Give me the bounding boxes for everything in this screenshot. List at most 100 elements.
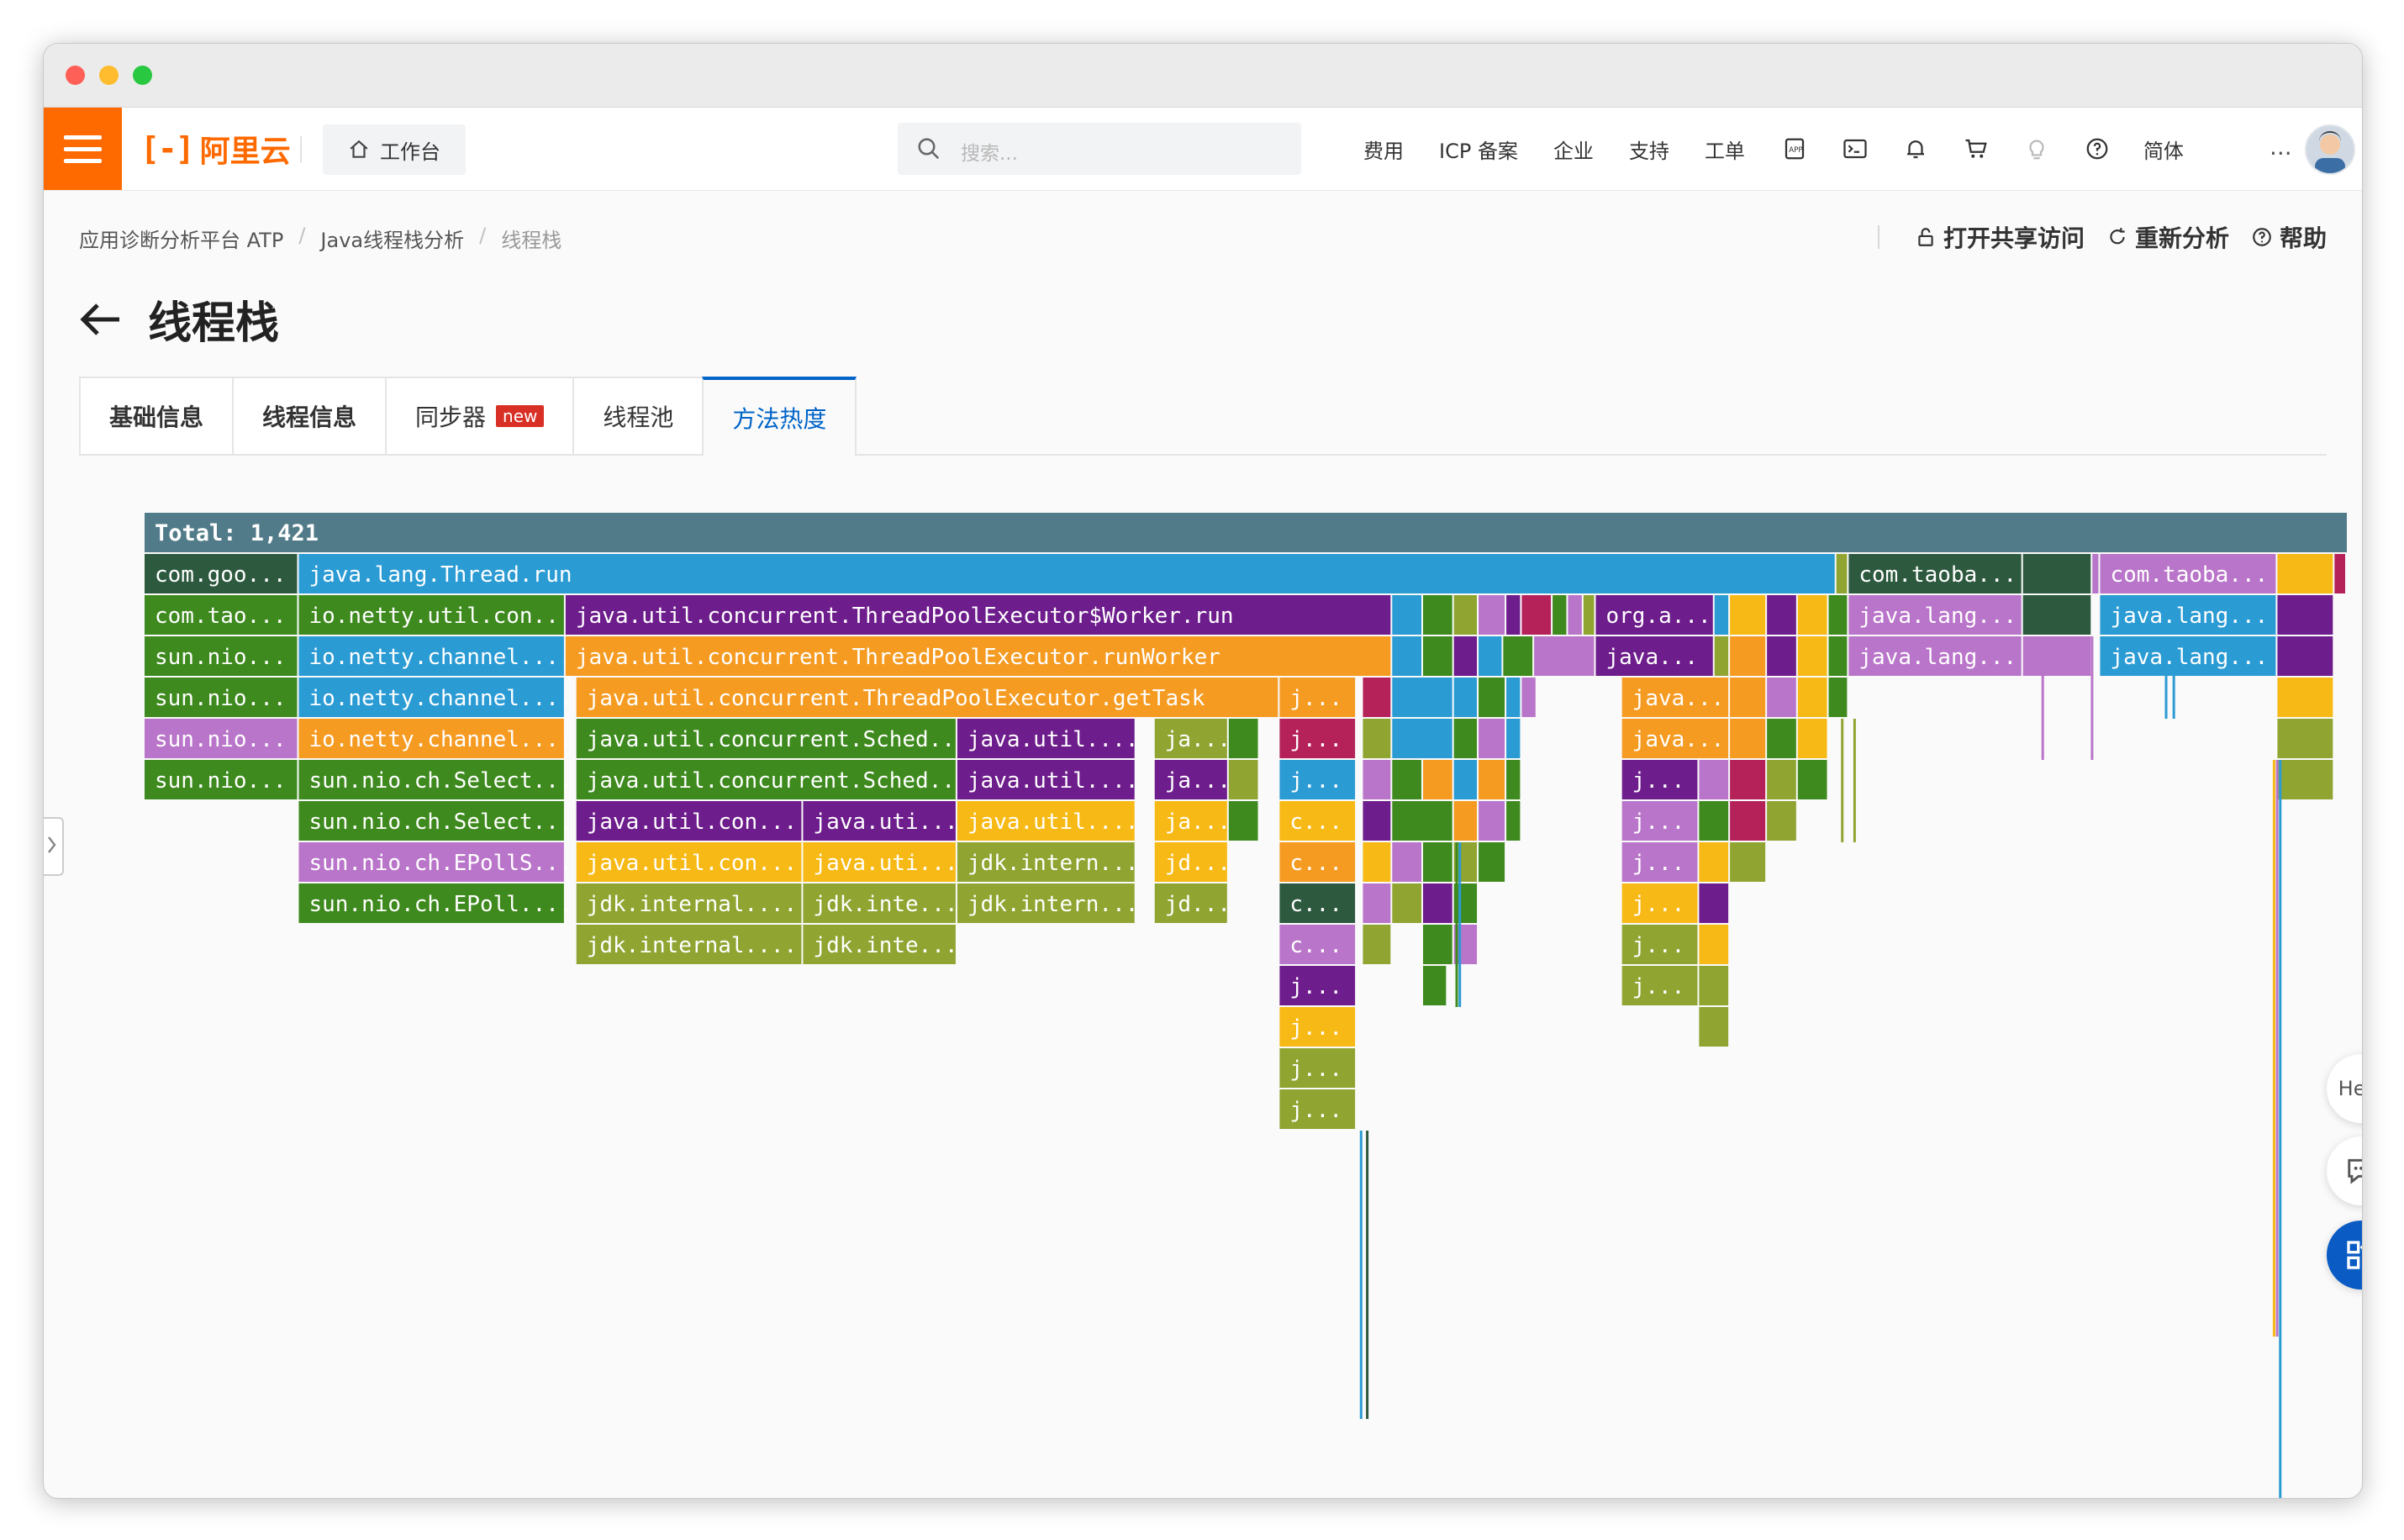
flame-frame[interactable] bbox=[1767, 595, 1796, 635]
flame-frame[interactable] bbox=[957, 883, 1135, 923]
flame-frame[interactable] bbox=[1714, 595, 1729, 635]
tab-method-hotness[interactable]: 方法热度 bbox=[702, 377, 857, 456]
flame-frame[interactable] bbox=[1422, 636, 1452, 676]
flame-frame[interactable] bbox=[1479, 678, 1505, 717]
flame-thin-stack[interactable] bbox=[2279, 760, 2282, 1499]
tab-thread-pool[interactable]: 线程池 bbox=[572, 377, 703, 454]
flame-frame[interactable] bbox=[1392, 883, 1421, 923]
flame-frame[interactable] bbox=[957, 719, 1135, 758]
flame-frame[interactable] bbox=[1363, 925, 1391, 964]
flame-frame[interactable] bbox=[1699, 1007, 1729, 1047]
flame-frame[interactable] bbox=[1363, 801, 1391, 841]
flame-frame[interactable] bbox=[1506, 801, 1521, 841]
flame-frame[interactable] bbox=[1453, 760, 1478, 799]
flame-frame[interactable] bbox=[1453, 636, 1478, 676]
flame-frame[interactable] bbox=[2277, 595, 2333, 635]
flame-frame[interactable] bbox=[1503, 636, 1533, 676]
flame-frame[interactable] bbox=[1392, 842, 1421, 882]
flame-frame[interactable] bbox=[1392, 801, 1452, 841]
flame-frame[interactable] bbox=[1730, 719, 1766, 758]
flame-frame[interactable] bbox=[1828, 595, 1848, 635]
flame-frame[interactable] bbox=[957, 801, 1135, 841]
flame-frame[interactable] bbox=[576, 925, 802, 964]
flame-frame[interactable] bbox=[1154, 842, 1227, 882]
search-input[interactable]: 搜索... bbox=[898, 123, 1301, 175]
flame-thin-stack[interactable] bbox=[1458, 842, 1462, 1007]
flame-frame[interactable] bbox=[576, 760, 956, 799]
flame-frame[interactable] bbox=[1797, 636, 1827, 676]
flame-frame[interactable] bbox=[1392, 636, 1421, 676]
flame-frame[interactable] bbox=[803, 883, 956, 923]
flame-frame[interactable] bbox=[1534, 636, 1595, 676]
flame-frame[interactable] bbox=[1228, 801, 1258, 841]
flame-frame[interactable] bbox=[298, 554, 1835, 593]
flame-frame[interactable] bbox=[1154, 719, 1227, 758]
flame-frame[interactable] bbox=[2334, 554, 2345, 593]
flame-frame[interactable] bbox=[1279, 801, 1356, 841]
flame-frame[interactable] bbox=[1279, 760, 1356, 799]
flame-frame[interactable] bbox=[803, 842, 956, 882]
flame-frame[interactable] bbox=[1621, 801, 1698, 841]
nav-icp[interactable]: ICP 备案 bbox=[1439, 139, 1518, 163]
flame-frame[interactable] bbox=[2022, 554, 2091, 593]
flame-frame[interactable] bbox=[298, 883, 564, 923]
flame-frame[interactable] bbox=[1506, 678, 1521, 717]
flame-frame[interactable] bbox=[1392, 719, 1452, 758]
flame-frame[interactable] bbox=[2277, 678, 2333, 717]
flame-thin-stack[interactable] bbox=[1366, 1131, 1369, 1419]
flame-frame[interactable] bbox=[1279, 1007, 1356, 1047]
flame-thin-stack[interactable] bbox=[2172, 636, 2175, 719]
flame-frame[interactable] bbox=[1479, 636, 1502, 676]
flame-frame[interactable] bbox=[1279, 1048, 1356, 1088]
flame-frame[interactable] bbox=[2022, 595, 2091, 635]
back-arrow-icon[interactable] bbox=[79, 301, 123, 338]
flame-frame[interactable] bbox=[1363, 678, 1391, 717]
tab-synchronizer[interactable]: 同步器 new bbox=[385, 377, 573, 454]
flame-frame[interactable] bbox=[1699, 760, 1729, 799]
flame-frame[interactable] bbox=[1797, 760, 1827, 799]
flame-frame[interactable] bbox=[1279, 842, 1356, 882]
flame-thin-stack[interactable] bbox=[2090, 636, 2094, 760]
flame-thin-stack[interactable] bbox=[1853, 719, 1856, 842]
flame-frame[interactable] bbox=[1479, 595, 1505, 635]
flame-frame[interactable] bbox=[803, 801, 956, 841]
flame-total-bar[interactable] bbox=[145, 513, 2347, 552]
flame-frame[interactable] bbox=[145, 595, 298, 635]
flame-frame[interactable] bbox=[1422, 966, 1447, 1005]
flame-frame[interactable] bbox=[1279, 719, 1356, 758]
flame-frame[interactable] bbox=[576, 801, 802, 841]
flame-frame[interactable] bbox=[1699, 801, 1729, 841]
flame-frame[interactable] bbox=[1797, 595, 1827, 635]
flame-frame[interactable] bbox=[576, 842, 802, 882]
zoom-window-button[interactable] bbox=[133, 66, 152, 85]
flame-frame[interactable] bbox=[957, 760, 1135, 799]
flame-frame[interactable] bbox=[1568, 595, 1582, 635]
flame-frame[interactable] bbox=[1730, 842, 1766, 882]
flame-frame[interactable] bbox=[576, 883, 802, 923]
flame-frame[interactable] bbox=[1422, 595, 1452, 635]
flame-frame[interactable] bbox=[298, 636, 564, 676]
flame-frame[interactable] bbox=[1453, 719, 1478, 758]
flame-thin-stack[interactable] bbox=[1455, 842, 1458, 1007]
flame-frame[interactable] bbox=[1506, 760, 1521, 799]
tab-thread-info[interactable]: 线程信息 bbox=[232, 377, 386, 454]
flame-frame[interactable] bbox=[1521, 678, 1536, 717]
flame-frame[interactable] bbox=[2100, 554, 2276, 593]
tab-basic-info[interactable]: 基础信息 bbox=[79, 377, 233, 454]
sidebar-expand-handle[interactable] bbox=[44, 817, 64, 876]
workbench-button[interactable]: 工作台 bbox=[323, 124, 466, 175]
flame-frame[interactable] bbox=[1730, 760, 1766, 799]
flame-frame[interactable] bbox=[145, 760, 298, 799]
flame-frame[interactable] bbox=[1154, 883, 1227, 923]
app-icon[interactable]: APP bbox=[1780, 134, 1809, 163]
flame-frame[interactable] bbox=[1363, 760, 1391, 799]
help-icon[interactable] bbox=[2083, 134, 2111, 163]
flame-frame[interactable] bbox=[1595, 595, 1713, 635]
flame-frame[interactable] bbox=[2022, 636, 2091, 676]
breadcrumb-item[interactable]: Java线程栈分析 bbox=[320, 229, 465, 252]
flame-frame[interactable] bbox=[1392, 595, 1421, 635]
flame-frame[interactable] bbox=[298, 595, 564, 635]
flame-frame[interactable] bbox=[1422, 842, 1452, 882]
flame-frame[interactable] bbox=[1422, 760, 1452, 799]
minimize-window-button[interactable] bbox=[99, 66, 119, 85]
